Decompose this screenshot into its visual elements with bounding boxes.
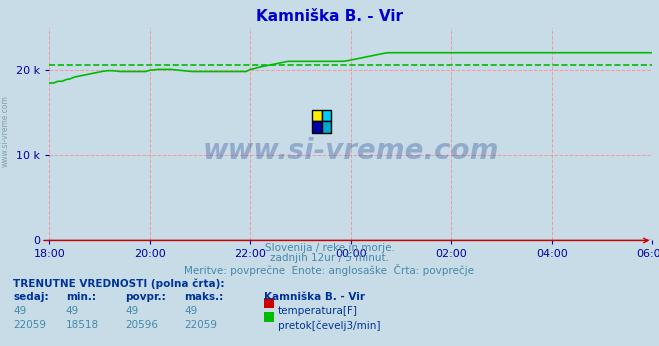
Text: 22059: 22059 xyxy=(185,320,217,330)
Text: sedaj:: sedaj: xyxy=(13,292,49,302)
Text: Kamniška B. - Vir: Kamniška B. - Vir xyxy=(264,292,364,302)
Text: Meritve: povprečne  Enote: anglosaške  Črta: povprečje: Meritve: povprečne Enote: anglosaške Črt… xyxy=(185,264,474,276)
Text: 49: 49 xyxy=(13,306,26,316)
Text: Slovenija / reke in morje.: Slovenija / reke in morje. xyxy=(264,243,395,253)
Text: 20596: 20596 xyxy=(125,320,158,330)
Text: 49: 49 xyxy=(125,306,138,316)
Text: 18518: 18518 xyxy=(66,320,99,330)
Text: TRENUTNE VREDNOSTI (polna črta):: TRENUTNE VREDNOSTI (polna črta): xyxy=(13,279,225,289)
FancyBboxPatch shape xyxy=(322,121,331,133)
Text: 22059: 22059 xyxy=(13,320,46,330)
Text: zadnjih 12ur / 5 minut.: zadnjih 12ur / 5 minut. xyxy=(270,253,389,263)
FancyBboxPatch shape xyxy=(312,121,322,133)
Text: 49: 49 xyxy=(185,306,198,316)
Text: min.:: min.: xyxy=(66,292,96,302)
FancyBboxPatch shape xyxy=(322,110,331,121)
Text: www.si-vreme.com: www.si-vreme.com xyxy=(203,137,499,165)
Text: maks.:: maks.: xyxy=(185,292,224,302)
Text: 49: 49 xyxy=(66,306,79,316)
FancyBboxPatch shape xyxy=(312,110,322,121)
Text: Kamniška B. - Vir: Kamniška B. - Vir xyxy=(256,9,403,24)
Text: www.si-vreme.com: www.si-vreme.com xyxy=(1,95,10,167)
Text: pretok[čevelj3/min]: pretok[čevelj3/min] xyxy=(278,320,381,330)
Text: temperatura[F]: temperatura[F] xyxy=(278,306,358,316)
Text: povpr.:: povpr.: xyxy=(125,292,166,302)
